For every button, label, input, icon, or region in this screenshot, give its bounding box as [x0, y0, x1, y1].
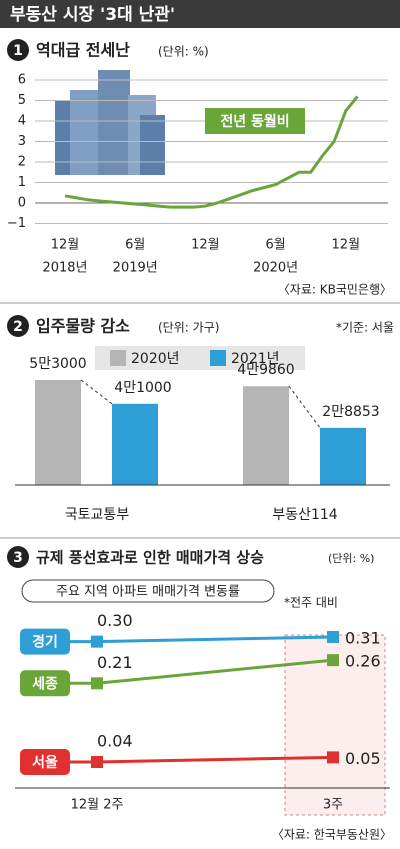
bar: [243, 386, 289, 485]
x-tick-label: 3주: [323, 798, 343, 813]
value-label: 0.26: [345, 652, 381, 671]
section-title: 입주물량 감소: [36, 317, 130, 336]
unit: (단위: %): [158, 45, 209, 59]
source: 〈자료: 한국부동산원〉: [272, 828, 392, 842]
value-label: 0.04: [97, 732, 133, 751]
connector: [80, 379, 113, 405]
value-label: 0.31: [345, 629, 381, 648]
x-tick-label: 6월: [265, 238, 285, 253]
marker: [91, 677, 103, 690]
buildings-illustration: [55, 70, 165, 175]
value-label: 4만9860: [237, 362, 294, 378]
value-label: 0.05: [345, 749, 381, 768]
legend-label: 2020년: [131, 351, 180, 367]
bar: [35, 380, 81, 485]
y-tick-label: −1: [7, 216, 26, 231]
source: 〈자료: KB국민은행〉: [278, 282, 392, 297]
section-number: 2: [13, 319, 23, 335]
x-tick-label: 12월: [51, 238, 80, 253]
x-tick-label: 12월: [191, 238, 220, 253]
section-title: 규제 풍선효과로 인한 매매가격 상승: [36, 549, 264, 567]
page-title: 부동산 시장 '3대 난관': [10, 5, 175, 25]
y-tick-label: 4: [18, 114, 26, 129]
section-badge: [7, 546, 29, 568]
value-label: 5만3000: [29, 356, 86, 372]
note: *기준: 서울: [336, 321, 394, 335]
y-tick-label: 3: [18, 134, 26, 149]
marker: [327, 751, 339, 764]
connector: [288, 385, 321, 429]
marker: [91, 635, 103, 648]
header-bar: [0, 0, 400, 28]
region-box: [20, 749, 70, 775]
region-box: [20, 628, 70, 655]
series-label-box: [205, 108, 305, 134]
note: *전주 대비: [284, 596, 338, 610]
line: [96, 755, 334, 764]
x-tick-label: 국토교통부: [65, 507, 130, 523]
x-tick-label: 12월: [332, 238, 361, 253]
y-tick-label: 2: [18, 155, 26, 170]
value-label: 0.30: [97, 611, 133, 630]
bar: [112, 403, 158, 485]
unit: (단위: %): [328, 552, 374, 565]
section-badge: [7, 315, 29, 337]
region-label: 세종: [32, 676, 58, 692]
section-number: 1: [13, 43, 23, 59]
unit: (단위: 가구): [158, 321, 219, 335]
region-label: 서울: [32, 754, 58, 771]
section-title: 역대급 전세난: [36, 41, 130, 60]
marker: [327, 654, 339, 667]
series-label: 전년 동월비: [220, 113, 289, 130]
value-label: 0.21: [97, 653, 133, 672]
legend-swatch: [110, 350, 126, 366]
y-tick-label: 5: [18, 93, 26, 108]
value-label: 4만1000: [114, 380, 171, 396]
line: [96, 635, 334, 644]
y-tick-label: 0: [18, 196, 26, 211]
x-tick-year: 2019년: [113, 261, 158, 276]
legend-swatch: [210, 350, 226, 366]
y-tick-label: 6: [18, 73, 26, 88]
subtitle: 주요 지역 아파트 매매가격 변동률: [56, 585, 240, 600]
x-tick-year: 2018년: [42, 261, 87, 276]
x-tick-label: 6월: [125, 238, 145, 253]
subtitle-box: [21, 579, 275, 603]
x-tick-year: 2020년: [253, 261, 298, 276]
x-tick-label: 12월 2주: [71, 798, 124, 813]
bar: [320, 427, 366, 485]
marker: [327, 631, 339, 643]
value-label: 2만8853: [322, 404, 379, 420]
section-number: 3: [13, 550, 23, 566]
region-box: [20, 670, 70, 697]
region-label: 경기: [32, 634, 58, 651]
marker: [91, 756, 103, 768]
legend-label: 2021년: [231, 351, 280, 367]
line: [96, 658, 334, 685]
x-tick-label: 부동산114: [272, 507, 337, 523]
section-badge: [7, 39, 29, 61]
y-tick-label: 1: [18, 175, 26, 190]
legend-box: [95, 346, 305, 370]
line: [64, 95, 359, 209]
